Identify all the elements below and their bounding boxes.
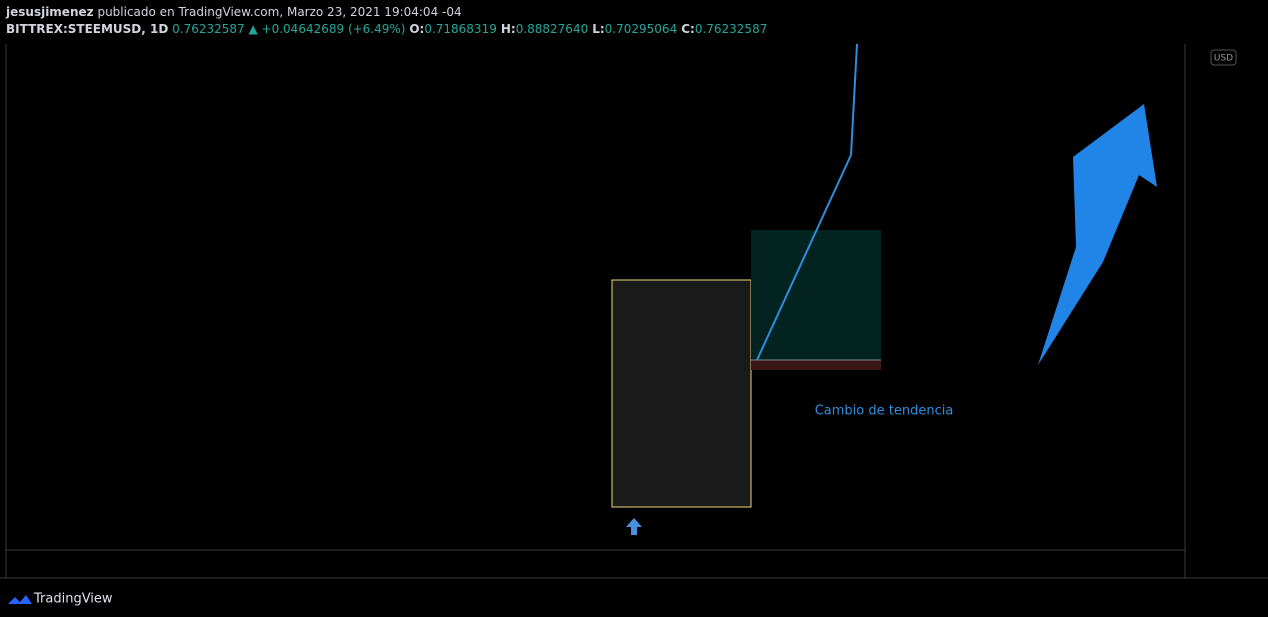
range-box xyxy=(611,279,752,508)
symbol: BITTREX:STEEMUSD, 1D xyxy=(6,22,169,36)
ohlc-value: 0.76232587 xyxy=(694,22,768,36)
ohlc: O:0.71868319 H:0.88827640 L:0.70295064 C:0.… xyxy=(409,22,771,36)
brand: TradingView xyxy=(33,592,113,607)
brand-logo xyxy=(8,595,32,604)
big-arrow xyxy=(1038,104,1157,365)
symbol-line: BITTREX:STEEMUSD, 1D 0.76232587 ▲ +0.046… xyxy=(6,21,771,38)
projection-line xyxy=(756,43,858,361)
price: 0.76232587 xyxy=(172,22,245,36)
currency: USD xyxy=(1214,54,1233,64)
annotation: Cambio de tendencia xyxy=(815,404,954,419)
currency-badge xyxy=(1210,49,1237,66)
target-zone xyxy=(751,230,881,360)
ohlc-label: O: xyxy=(409,22,425,36)
change: ▲ +0.04642689 (+6.49%) xyxy=(248,22,406,36)
author: jesusjimenez xyxy=(6,5,94,19)
ohlc-value: 0.71868319 xyxy=(424,22,497,36)
ohlc-label: L: xyxy=(592,22,605,36)
ohlc-label: C: xyxy=(681,22,695,36)
small-arrow xyxy=(626,518,642,535)
ohlc-label: H: xyxy=(500,22,516,36)
publish-line: jesusjimenez publicado en TradingView.co… xyxy=(6,4,771,21)
published: publicado en TradingView.com, Marzo 23, … xyxy=(97,5,462,19)
ohlc-value: 0.88827640 xyxy=(515,22,589,36)
stop-zone xyxy=(751,360,881,370)
ohlc-value: 0.70295064 xyxy=(604,22,678,36)
header: jesusjimenez publicado en TradingView.co… xyxy=(6,4,771,38)
